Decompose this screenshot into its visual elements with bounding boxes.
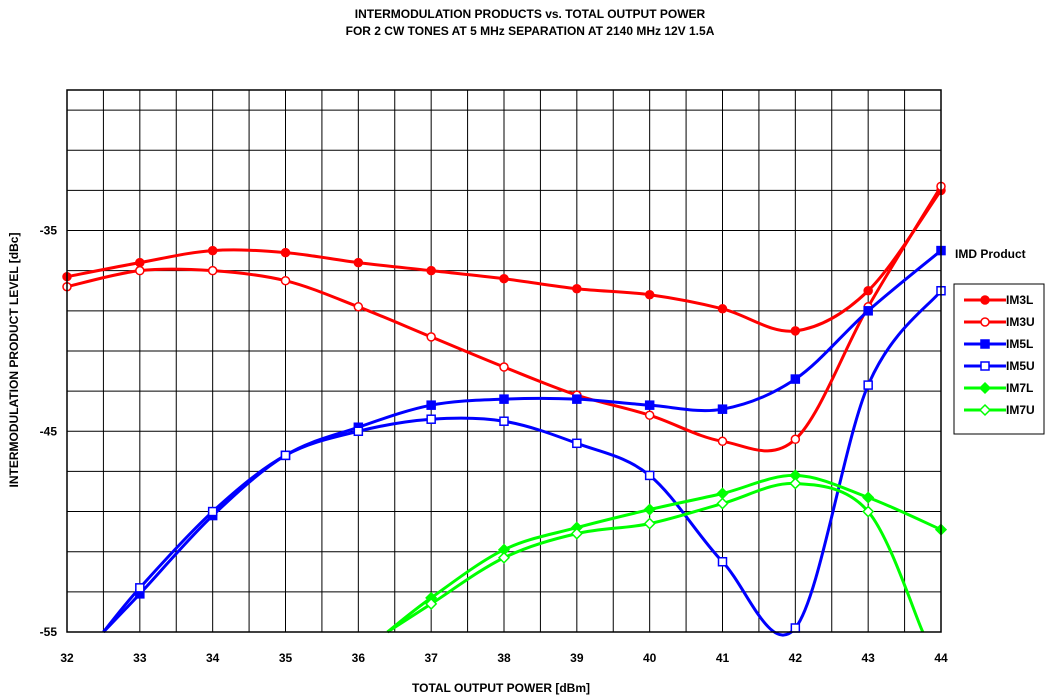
data-point-im5l — [426, 400, 436, 410]
legend-title: IMD Product — [955, 247, 1026, 261]
legend-item-im7l: IM7L — [964, 381, 1033, 395]
legend-marker-im7l — [978, 381, 992, 395]
data-point-im7u — [862, 505, 875, 518]
series-line-im5u — [102, 289, 943, 637]
chart-title-line1: INTERMODULATION PRODUCTS vs. TOTAL OUTPU… — [355, 7, 706, 21]
data-point-im3l — [353, 257, 364, 268]
data-point-im5l — [717, 404, 728, 414]
data-point-im3l — [135, 257, 145, 268]
data-point-im3u — [353, 302, 364, 312]
data-point-im7u — [789, 477, 802, 490]
data-point-im5u — [353, 426, 364, 437]
x-tick-label: 37 — [424, 651, 438, 665]
data-point-im5l — [863, 306, 873, 316]
data-point-im5l — [790, 374, 801, 384]
data-point-im7u — [497, 551, 511, 564]
legend-item-im3u: IM3U — [964, 315, 1035, 329]
x-axis-ticks: 32 33 34 35 36 37 38 39 40 41 42 43 44 — [60, 651, 948, 665]
x-tick-label: 35 — [279, 651, 293, 665]
data-point-im3l — [644, 290, 655, 300]
legend-label-im7l: IM7L — [1006, 381, 1033, 395]
legend-marker-im7u — [978, 403, 992, 417]
data-point-im3l — [717, 304, 728, 314]
y-tick-label: -45 — [40, 424, 58, 438]
data-point-im5l — [572, 394, 582, 404]
legend-label-im5l: IM5L — [1006, 337, 1033, 351]
data-point-im5u — [790, 623, 801, 633]
data-point-im3l — [426, 265, 436, 276]
data-point-im5u — [135, 583, 145, 593]
data-point-im7l — [643, 503, 656, 516]
x-tick-label: 38 — [497, 651, 511, 665]
y-axis-label: INTERMODULATION PRODUCT LEVEL [dBc] — [7, 233, 21, 488]
data-point-im7u — [643, 517, 656, 530]
data-point-im3l — [572, 283, 582, 294]
data-point-im3u — [135, 265, 145, 276]
data-point-im5u — [644, 470, 655, 481]
data-point-im5u — [426, 414, 436, 424]
x-tick-label: 42 — [789, 651, 803, 665]
data-point-im5u — [207, 506, 218, 517]
series-im7u — [386, 477, 925, 634]
data-point-im3u — [207, 265, 218, 276]
y-tick-label: -55 — [40, 625, 58, 639]
chart-title-line2: FOR 2 CW TONES AT 5 MHz SEPARATION AT 21… — [346, 24, 715, 38]
data-point-im3u — [644, 410, 655, 420]
legend: IM3L IM3U IM5L IM5U IM7L IM7U — [964, 293, 1035, 417]
x-tick-label: 39 — [570, 651, 584, 665]
data-point-im3u — [426, 332, 436, 342]
legend-marker-im5l — [980, 339, 990, 349]
legend-marker-im3l — [980, 295, 990, 305]
data-point-im5u — [499, 416, 509, 426]
x-tick-label: 34 — [206, 651, 220, 665]
series-layer — [62, 181, 948, 637]
data-point-im5u — [717, 556, 728, 567]
legend-item-im3l: IM3L — [964, 293, 1033, 307]
legend-label-im3l: IM3L — [1006, 293, 1033, 307]
data-point-im7l — [716, 487, 729, 500]
data-point-im3l — [207, 245, 218, 256]
x-tick-label: 43 — [861, 651, 875, 665]
data-point-im7u — [425, 597, 438, 610]
data-point-im3l — [790, 326, 801, 336]
data-point-im5u — [863, 380, 873, 390]
legend-item-im7u: IM7U — [964, 403, 1035, 417]
x-tick-label: 41 — [716, 651, 730, 665]
x-tick-label: 44 — [934, 651, 948, 665]
data-point-im7u — [570, 527, 583, 540]
series-im5l — [102, 245, 946, 634]
legend-label-im3u: IM3U — [1006, 315, 1035, 329]
legend-label-im7u: IM7U — [1006, 403, 1035, 417]
legend-item-im5u: IM5U — [964, 359, 1035, 373]
series-im5u — [102, 285, 946, 637]
legend-marker-im5u — [980, 361, 990, 371]
legend-marker-im3u — [980, 317, 990, 327]
data-point-im3u — [717, 436, 728, 447]
legend-item-im5l: IM5L — [964, 337, 1033, 351]
series-line-im7l — [386, 473, 942, 634]
x-tick-label: 36 — [352, 651, 366, 665]
data-point-im7u — [716, 497, 729, 510]
data-point-im3u — [499, 362, 509, 372]
y-axis-ticks: -35 -45 -55 — [40, 224, 58, 639]
x-tick-label: 33 — [133, 651, 147, 665]
data-point-im3l — [280, 247, 291, 258]
data-point-im3u — [790, 434, 801, 445]
x-axis-label: TOTAL OUTPUT POWER [dBm] — [412, 681, 590, 695]
data-point-im3l — [499, 273, 509, 284]
x-tick-label: 40 — [643, 651, 657, 665]
legend-label-im5u: IM5U — [1006, 359, 1035, 373]
plot-area-frame — [66, 89, 942, 633]
data-point-im3l — [863, 285, 873, 296]
data-point-im5u — [572, 438, 582, 449]
data-point-im5l — [499, 394, 509, 404]
data-point-im7l — [862, 491, 875, 504]
data-point-im3u — [280, 275, 291, 286]
data-point-im5l — [644, 400, 655, 410]
x-tick-label: 32 — [60, 651, 74, 665]
data-point-im5u — [280, 450, 291, 461]
y-tick-label: -35 — [40, 224, 58, 238]
